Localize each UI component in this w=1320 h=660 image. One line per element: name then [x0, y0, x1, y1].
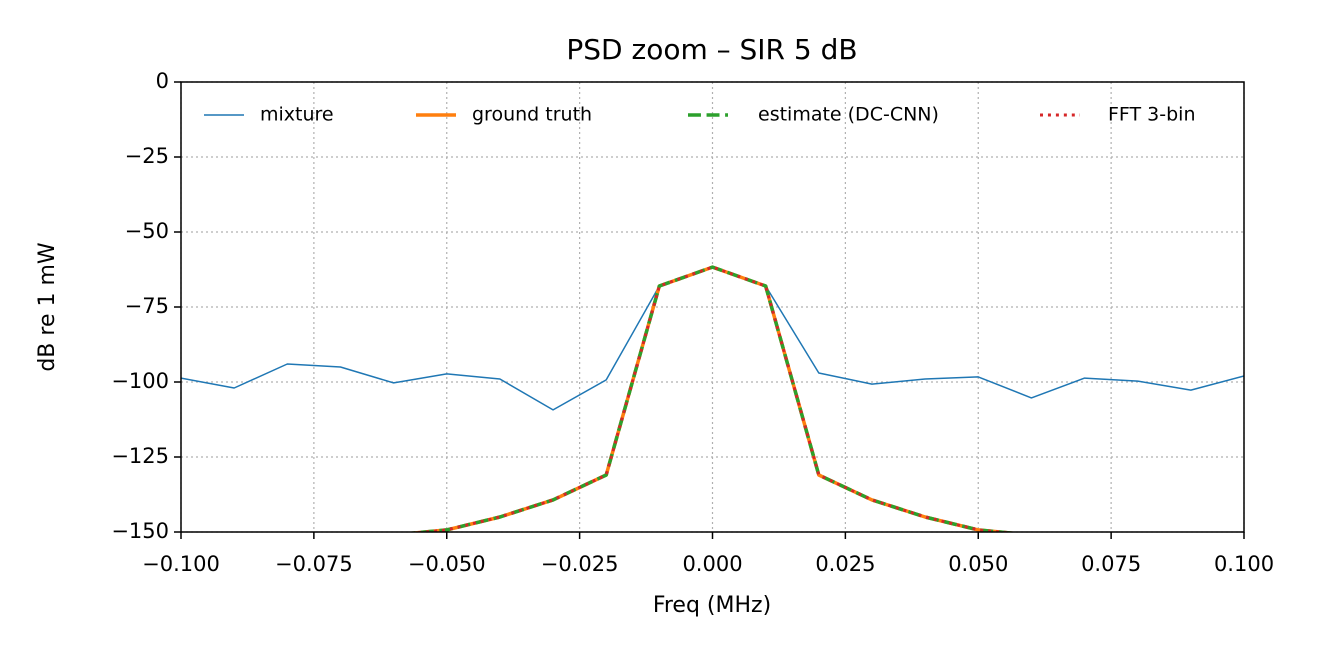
- x-tick-label: 0.025: [815, 552, 875, 576]
- legend-label: estimate (DC-CNN): [758, 104, 939, 126]
- x-tick-label: −0.025: [541, 552, 619, 576]
- x-axis-label: Freq (MHz): [653, 593, 771, 618]
- grid: [180, 81, 1245, 533]
- y-tick-label: −50: [125, 219, 169, 243]
- y-tick-label: −25: [125, 144, 169, 168]
- ticks: −0.100 −0.075 −0.050 −0.025 0.000 0.025 0.050 0…: [111, 69, 1274, 576]
- x-tick-label: −0.100: [142, 552, 220, 576]
- legend-label: mixture: [260, 104, 334, 126]
- x-tick-label: 0.075: [1081, 552, 1141, 576]
- y-tick-label: −125: [111, 444, 169, 468]
- x-tick-label: −0.050: [408, 552, 486, 576]
- chart-title: PSD zoom – SIR 5 dB: [566, 33, 857, 66]
- plot-lines: [181, 265, 1244, 532]
- x-tick-label: 0.000: [682, 552, 742, 576]
- y-axis-label: dB re 1 mW: [35, 242, 60, 372]
- series-line: [406, 265, 1019, 532]
- y-tick-label: −150: [111, 519, 169, 543]
- legend-label: FFT 3-bin: [1108, 104, 1196, 126]
- y-tick-label: 0: [156, 69, 169, 93]
- x-tick-label: −0.075: [275, 552, 353, 576]
- x-tick-label: 0.050: [948, 552, 1008, 576]
- legend-label: ground truth: [472, 104, 592, 126]
- y-tick-label: −75: [125, 294, 169, 318]
- x-tick-label: 0.100: [1214, 552, 1274, 576]
- y-tick-label: −100: [111, 369, 169, 393]
- legend: mixture ground truth estimate (DC-CNN) FFT …: [204, 104, 1196, 126]
